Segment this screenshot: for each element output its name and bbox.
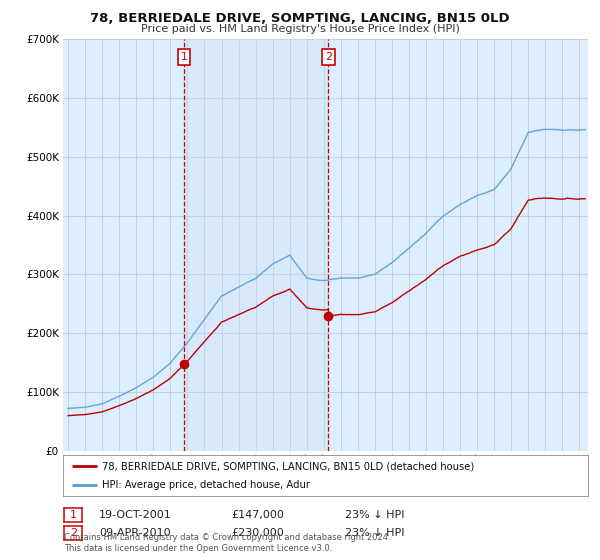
Text: 23% ↓ HPI: 23% ↓ HPI — [345, 528, 404, 538]
Text: 09-APR-2010: 09-APR-2010 — [99, 528, 170, 538]
Text: 23% ↓ HPI: 23% ↓ HPI — [345, 510, 404, 520]
Text: 78, BERRIEDALE DRIVE, SOMPTING, LANCING, BN15 0LD (detached house): 78, BERRIEDALE DRIVE, SOMPTING, LANCING,… — [103, 461, 475, 471]
Text: £147,000: £147,000 — [231, 510, 284, 520]
Bar — [184, 39, 328, 451]
Text: 2: 2 — [325, 52, 332, 62]
Text: 2: 2 — [70, 528, 77, 538]
Text: 1: 1 — [70, 510, 77, 520]
Text: HPI: Average price, detached house, Adur: HPI: Average price, detached house, Adur — [103, 480, 310, 489]
Text: Contains HM Land Registry data © Crown copyright and database right 2024.
This d: Contains HM Land Registry data © Crown c… — [64, 533, 391, 553]
Text: Price paid vs. HM Land Registry's House Price Index (HPI): Price paid vs. HM Land Registry's House … — [140, 24, 460, 34]
Text: 78, BERRIEDALE DRIVE, SOMPTING, LANCING, BN15 0LD: 78, BERRIEDALE DRIVE, SOMPTING, LANCING,… — [90, 12, 510, 25]
Text: 1: 1 — [181, 52, 188, 62]
Text: £230,000: £230,000 — [231, 528, 284, 538]
Text: 19-OCT-2001: 19-OCT-2001 — [99, 510, 172, 520]
